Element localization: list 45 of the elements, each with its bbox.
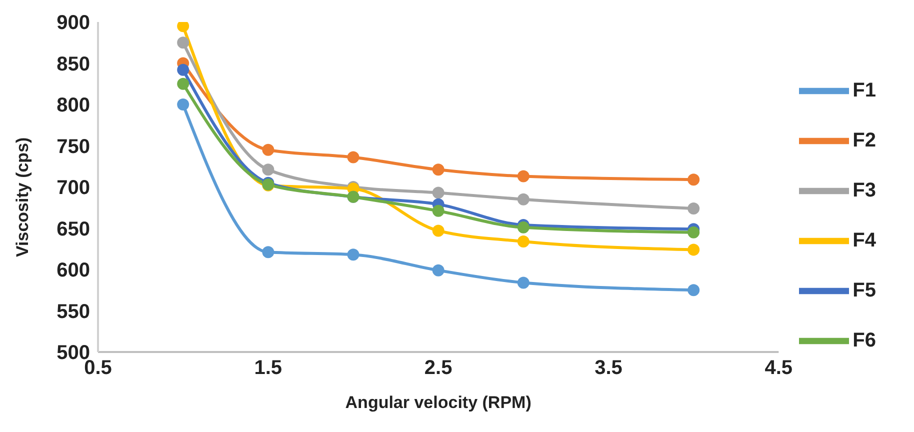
point xyxy=(177,22,190,32)
point xyxy=(262,246,274,258)
point xyxy=(517,235,530,248)
point xyxy=(517,170,530,182)
y-tick-label: 600 xyxy=(56,260,90,282)
point xyxy=(177,64,190,76)
x-tick-label: 2.5 xyxy=(424,357,452,380)
point xyxy=(347,151,360,164)
legend-label: F2 xyxy=(852,129,876,152)
point xyxy=(177,36,190,49)
y-tick-label: 650 xyxy=(56,218,90,240)
point xyxy=(688,202,700,214)
point xyxy=(432,186,444,199)
legend-label: F1 xyxy=(852,79,876,102)
x-tick-label: 1.5 xyxy=(254,357,282,380)
y-axis-title: Viscosity (cps) xyxy=(13,137,32,257)
point xyxy=(432,224,444,237)
point xyxy=(688,174,700,186)
point xyxy=(517,221,530,234)
legend-label: F5 xyxy=(852,279,876,302)
point xyxy=(688,226,700,238)
point xyxy=(517,276,530,289)
point xyxy=(432,164,444,176)
point xyxy=(688,284,700,296)
x-tick-label: 3.5 xyxy=(594,357,622,380)
y-tick-label: 700 xyxy=(56,177,90,200)
legend-label: F3 xyxy=(852,179,876,202)
point xyxy=(347,248,360,261)
y-tick-label: 750 xyxy=(56,136,90,158)
y-tick-label: 850 xyxy=(56,53,90,76)
point xyxy=(262,144,274,156)
x-axis-title: Angular velocity (RPM) xyxy=(345,393,532,412)
y-tick-label: 550 xyxy=(56,300,90,323)
point xyxy=(432,264,444,276)
point xyxy=(262,164,274,176)
y-tick-label: 800 xyxy=(56,94,90,117)
point xyxy=(177,78,190,90)
legend-label: F6 xyxy=(852,329,876,352)
x-tick-label: 4.5 xyxy=(764,357,793,380)
point xyxy=(517,193,530,206)
point xyxy=(688,244,700,256)
y-tick-label: 900 xyxy=(56,12,90,34)
legend-label: F4 xyxy=(852,229,876,252)
point xyxy=(432,204,444,217)
point xyxy=(177,98,190,110)
